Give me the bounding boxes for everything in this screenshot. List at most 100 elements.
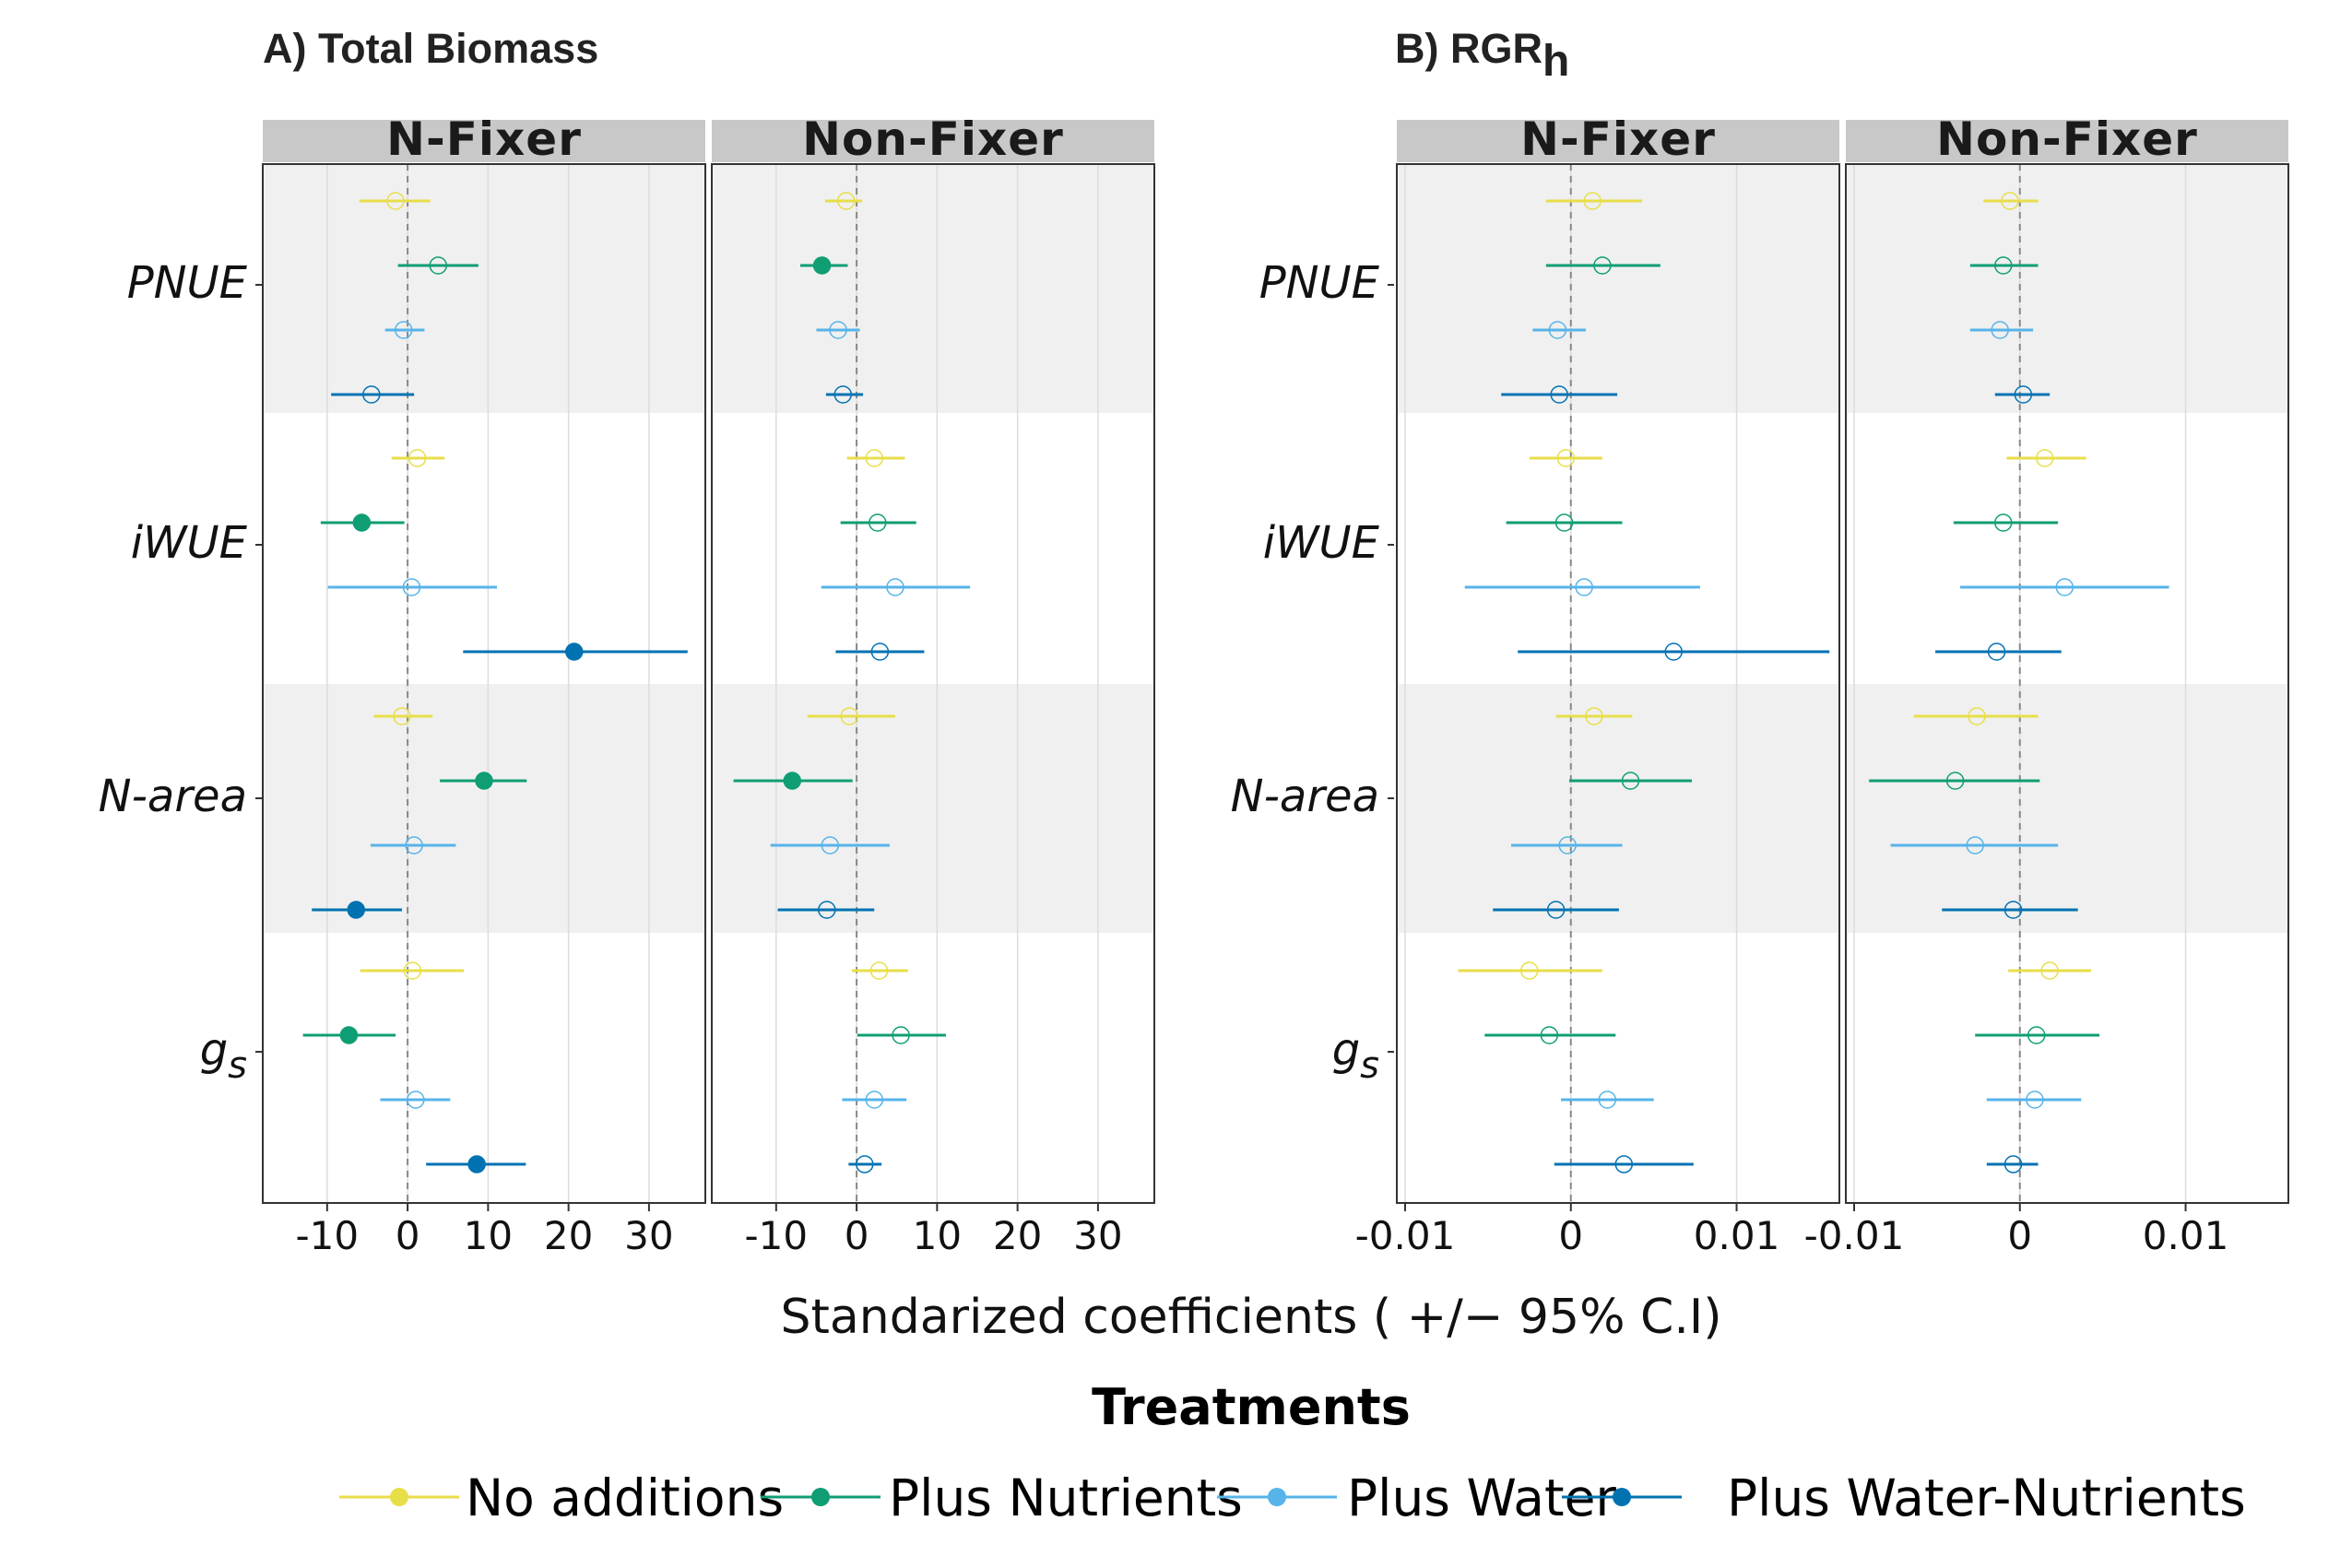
panel-border-panel2-non-fixer [1845,163,2289,1204]
point-iwue-plus-water-nutrients-panel1-non-fixer [870,643,890,661]
panel-border-panel1-n-fixer [262,163,706,1204]
point-n-area-plus-water-nutrients-panel2-non-fixer [2003,901,2023,919]
legend-marker-plus-water [1268,1488,1286,1506]
band-gs-panel1-non-fixer [712,933,1154,1203]
x-tick-label: 30 [1073,1213,1122,1258]
point-n-area-plus-nutrients-panel1-n-fixer [475,772,493,790]
band-pnue-panel1-n-fixer [263,164,705,413]
band-iwue-panel2-n-fixer [1397,413,1839,684]
point-gs-plus-water-nutrients-panel2-n-fixer [1614,1155,1634,1173]
point-iwue-plus-water-nutrients-panel1-n-fixer [564,643,584,661]
band-iwue-panel1-n-fixer [263,413,705,684]
strip-panel1-non-fixer [712,120,1154,162]
point-n-area-no-additions-panel2-non-fixer [1968,707,1986,725]
y-label-n-area: N-area [99,771,247,822]
point-iwue-plus-water-panel2-n-fixer [1575,578,1593,596]
point-iwue-plus-water-nutrients-panel2-n-fixer [1664,643,1683,661]
band-pnue-panel1-non-fixer [712,164,1154,413]
x-tick-label: 0 [2007,1213,2032,1258]
plot-layer: A) Total Biomass PNUE iWUE N-area gs N-Fixer -… [99,25,2289,1258]
point-n-area-plus-water-nutrients-panel1-n-fixer [347,901,365,919]
point-n-area-plus-water-nutrients-panel2-n-fixer [1546,901,1566,919]
x-tick-label: 20 [993,1213,1042,1258]
legend-marker-plus-nutrients [811,1488,830,1506]
point-gs-plus-nutrients-panel2-n-fixer [1540,1026,1559,1044]
band-n-area-panel2-n-fixer [1397,684,1839,933]
band-pnue-panel2-non-fixer [1846,164,2288,413]
point-gs-plus-nutrients-panel1-n-fixer [339,1026,359,1044]
band-iwue-panel2-non-fixer [1846,413,2288,684]
panel-border-panel2-n-fixer [1396,163,1840,1204]
point-pnue-plus-water-nutrients-panel1-n-fixer [362,385,381,404]
point-pnue-plus-water-nutrients-panel2-n-fixer [1550,385,1568,404]
point-iwue-no-additions-panel2-n-fixer [1556,449,1576,467]
point-iwue-plus-water-panel1-non-fixer [886,578,904,596]
point-pnue-plus-water-panel2-non-fixer [1991,321,2009,339]
point-n-area-no-additions-panel2-n-fixer [1585,707,1603,725]
point-n-area-plus-water-panel1-non-fixer [821,836,840,855]
point-gs-no-additions-panel2-non-fixer [2040,961,2059,980]
point-pnue-plus-nutrients-panel1-n-fixer [429,256,448,275]
point-gs-no-additions-panel1-n-fixer [403,961,422,980]
point-gs-plus-water-panel1-non-fixer [865,1091,884,1109]
point-pnue-plus-water-panel1-n-fixer [394,321,413,339]
legend-marker-plus-water-nutrients [1613,1488,1631,1506]
point-iwue-plus-nutrients-panel1-non-fixer [869,513,887,532]
y-label-gs: gs [1332,1024,1379,1087]
x-tick-label: 0 [1558,1213,1583,1258]
point-iwue-no-additions-panel1-non-fixer [865,449,884,467]
legend-marker-no-additions [390,1488,408,1506]
y-label-iwue: iWUE [1263,517,1380,569]
point-n-area-no-additions-panel1-non-fixer [840,707,858,725]
point-iwue-plus-water-panel1-n-fixer [402,578,421,596]
x-tick-label: -0.01 [1355,1213,1456,1258]
strip-label-panel1-n-fixer: N-Fixer [386,112,582,166]
point-n-area-plus-water-panel2-n-fixer [1558,836,1577,855]
point-pnue-no-additions-panel1-n-fixer [386,192,405,210]
x-tick-label: -10 [296,1213,360,1258]
x-tick-label: 20 [544,1213,593,1258]
band-gs-panel2-non-fixer [1846,933,2288,1203]
band-pnue-panel2-n-fixer [1397,164,1839,413]
strip-label-panel2-non-fixer: Non-Fixer [1936,112,2198,166]
y-label-gs: gs [200,1024,247,1087]
band-iwue-panel1-non-fixer [712,413,1154,684]
x-tick-label: 0 [845,1213,869,1258]
point-gs-plus-water-panel2-n-fixer [1598,1091,1617,1109]
x-tick-label: 30 [624,1213,673,1258]
y-label-iwue: iWUE [131,517,248,569]
point-gs-plus-nutrients-panel2-non-fixer [2027,1026,2046,1044]
point-gs-plus-water-nutrients-panel2-non-fixer [2003,1155,2023,1173]
panel-title-2: B) RGRh [1395,25,1569,86]
point-gs-plus-nutrients-panel1-non-fixer [892,1026,910,1044]
y-label-pnue: PNUE [1259,257,1380,309]
x-tick-label: 0.01 [1694,1213,1780,1258]
point-pnue-plus-water-nutrients-panel1-non-fixer [833,385,853,404]
x-tick-label: -0.01 [1804,1213,1905,1258]
point-n-area-plus-water-nutrients-panel1-non-fixer [818,901,836,919]
point-n-area-plus-nutrients-panel2-n-fixer [1621,772,1640,790]
x-axis-label: Standarized coefficients ( +/− 95% C.I) [781,1290,1722,1345]
y-label-pnue: PNUE [127,257,248,309]
strip-label-panel1-non-fixer: Non-Fixer [802,112,1064,166]
point-iwue-no-additions-panel2-non-fixer [2035,449,2054,467]
point-pnue-no-additions-panel2-non-fixer [2001,192,2019,210]
point-pnue-no-additions-panel2-n-fixer [1583,192,1601,210]
x-tick-label: 10 [464,1213,513,1258]
panel-title-1: A) Total Biomass [263,25,598,72]
panel-border-panel1-non-fixer [711,163,1155,1204]
point-gs-no-additions-panel1-non-fixer [869,961,889,980]
x-tick-label: 10 [913,1213,962,1258]
point-pnue-plus-water-panel2-n-fixer [1548,321,1567,339]
x-tick-label: -10 [745,1213,809,1258]
y-label-subscript: s [1360,1044,1379,1087]
point-pnue-plus-nutrients-panel2-n-fixer [1593,256,1612,275]
point-pnue-plus-nutrients-panel2-non-fixer [1994,256,2013,275]
point-pnue-plus-water-panel1-non-fixer [829,321,847,339]
y-label-n-area: N-area [1231,771,1379,822]
point-n-area-plus-nutrients-panel1-non-fixer [783,772,802,790]
point-iwue-plus-water-panel2-non-fixer [2055,578,2074,596]
panel-title-subscript: h [1542,37,1569,86]
legend: No additions Plus Nutrients Plus Water Plus… [339,1468,2246,1527]
